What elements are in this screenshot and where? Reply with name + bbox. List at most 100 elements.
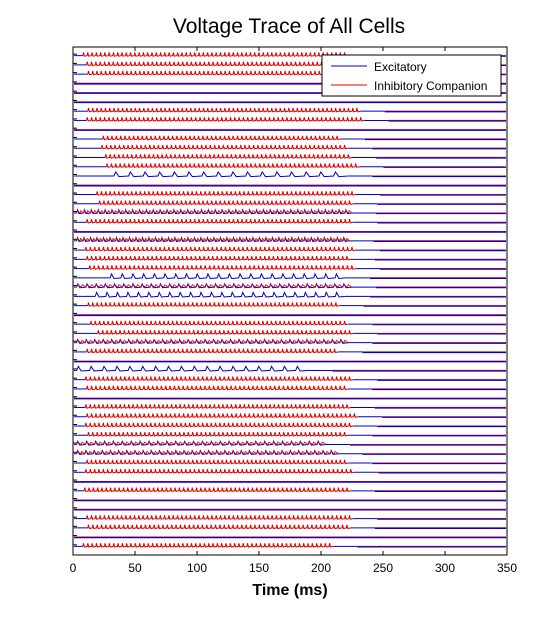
spike-train-excitatory [76, 365, 309, 372]
cell-trace [73, 183, 506, 187]
spike-train-inhibitory [86, 255, 351, 261]
cell-trace [73, 218, 506, 224]
spike-train-inhibitory [104, 154, 353, 159]
legend-label-excitatory: Excitatory [374, 60, 427, 74]
x-tick-label: 200 [311, 561, 331, 575]
cell-trace [73, 449, 506, 455]
cell-trace [73, 302, 506, 307]
cell-trace [73, 359, 506, 363]
cell-trace [73, 404, 506, 409]
cell-trace [73, 170, 506, 178]
spike-train-excitatory [109, 272, 346, 280]
spike-train-inhibitory [84, 422, 354, 428]
spike-train-inhibitory [86, 218, 354, 224]
cell-trace [73, 154, 506, 159]
cell-trace [73, 413, 506, 418]
spike-train-inhibitory [84, 376, 354, 381]
spike-train-inhibitory [86, 61, 356, 67]
cell-trace [73, 208, 506, 215]
cell-trace [73, 338, 506, 344]
spike-train-inhibitory [102, 135, 341, 141]
spike-train-inhibitory [82, 52, 349, 57]
cell-trace [73, 385, 506, 391]
spike-train-inhibitory [86, 117, 365, 122]
spike-train-inhibitory [86, 348, 339, 354]
legend-label-inhibitory: Inhibitory Companion [374, 79, 487, 93]
spike-train-inhibitory [87, 431, 349, 437]
spike-train-inhibitory [76, 339, 349, 344]
cell-trace [73, 135, 506, 141]
spike-train-inhibitory [84, 246, 356, 252]
cell-trace [73, 330, 506, 335]
spike-train-inhibitory [76, 209, 353, 214]
spike-train-inhibitory [98, 200, 354, 205]
spike-train-inhibitory [83, 487, 351, 492]
spike-train-inhibitory [96, 191, 356, 196]
cell-trace [73, 543, 506, 548]
cell-trace [73, 235, 506, 242]
cell-trace [73, 127, 506, 131]
spike-train-inhibitory [87, 107, 361, 113]
cell-trace [73, 320, 506, 326]
cell-trace [73, 272, 506, 280]
cell-trace [73, 99, 506, 104]
x-tick-label: 300 [435, 561, 455, 575]
spike-train-inhibitory [101, 144, 349, 150]
spike-train-inhibitory [87, 302, 340, 307]
spike-train-inhibitory [97, 330, 354, 335]
cell-trace [73, 117, 506, 122]
cell-trace [73, 282, 506, 289]
cell-trace [73, 144, 506, 150]
cell-trace [73, 291, 506, 298]
spike-train-inhibitory [88, 265, 356, 270]
spike-train-inhibitory [86, 385, 349, 391]
cell-trace [73, 468, 506, 474]
cell-trace [73, 191, 506, 196]
cell-trace [73, 535, 506, 539]
legend: Excitatory Inhibitory Companion [321, 54, 502, 97]
x-tick-label: 350 [497, 561, 517, 575]
cell-trace [73, 524, 506, 530]
spike-train-inhibitory [76, 441, 327, 446]
cell-trace [73, 487, 506, 492]
spike-train-excitatory [113, 170, 349, 178]
x-tick-label: 150 [249, 561, 269, 575]
cell-trace [73, 246, 506, 252]
cell-trace [73, 515, 506, 520]
cell-trace [73, 479, 506, 483]
spike-train-inhibitory [76, 237, 350, 242]
spike-train-inhibitory [86, 515, 354, 520]
x-tick-label: 0 [70, 561, 77, 575]
spike-train-inhibitory [89, 320, 349, 326]
x-tick-label: 50 [128, 561, 142, 575]
spike-train-inhibitory [86, 459, 349, 465]
plot-area [72, 46, 508, 556]
spike-train-inhibitory [82, 543, 334, 548]
cell-trace [73, 348, 506, 354]
cell-trace [73, 265, 506, 270]
spike-train-inhibitory [87, 70, 328, 76]
cell-trace [73, 312, 506, 317]
x-tick-label: 250 [373, 561, 393, 575]
cell-trace [73, 440, 506, 446]
x-tick-label: 100 [187, 561, 207, 575]
spike-train-excitatory [94, 291, 346, 298]
cell-trace [73, 200, 506, 205]
cell-trace [73, 507, 506, 511]
spike-train-inhibitory [86, 413, 359, 418]
cell-trace [73, 163, 506, 168]
x-axis-label: Time (ms) [252, 582, 327, 599]
cell-trace [73, 396, 506, 400]
cell-trace [73, 376, 506, 381]
spike-train-inhibitory [87, 524, 351, 530]
cell-trace [73, 459, 506, 465]
x-axis: 0 50 100 150 200 250 300 350 [70, 47, 517, 575]
cell-trace [73, 431, 506, 437]
legend-box [321, 54, 502, 97]
cell-trace [73, 365, 506, 372]
cell-trace [73, 498, 506, 502]
spike-train-inhibitory [106, 163, 360, 168]
chart-title: Voltage Trace of All Cells [173, 15, 405, 38]
cell-trace [73, 255, 506, 261]
